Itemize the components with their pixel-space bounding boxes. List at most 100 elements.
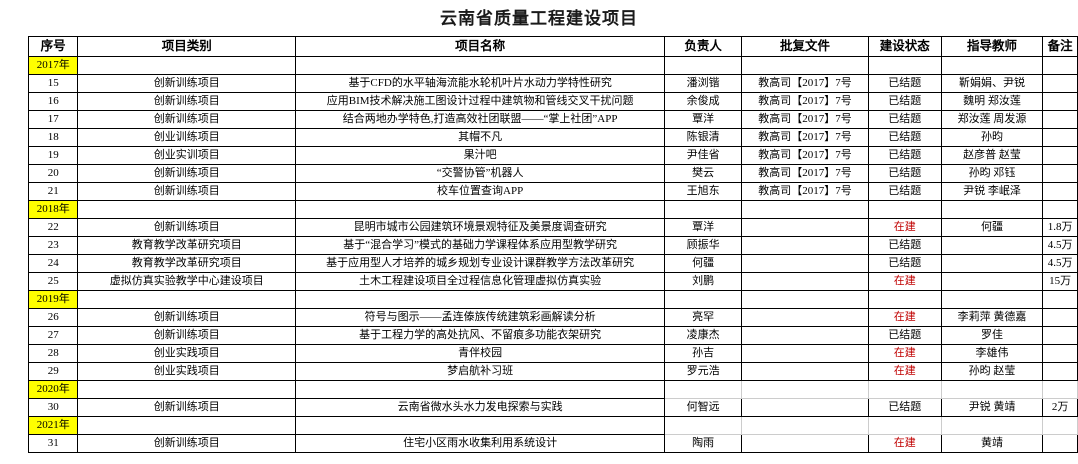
cell-doc[interactable]: [741, 236, 869, 255]
cell-name[interactable]: 基于应用型人才培养的城乡规划专业设计课群教学方法改革研究: [295, 254, 666, 273]
cell-seq[interactable]: 17: [27, 110, 79, 129]
cell-category[interactable]: 创新训练项目: [77, 434, 297, 453]
cell-teacher[interactable]: 孙昀 赵莹: [940, 362, 1044, 381]
status-badge[interactable]: 已结题: [867, 164, 942, 183]
cell-owner[interactable]: 陶雨: [664, 434, 743, 453]
cell-category[interactable]: 创业实践项目: [77, 344, 297, 363]
cell-note[interactable]: 4.5万: [1042, 236, 1078, 255]
cell-category[interactable]: 创新训练项目: [77, 92, 297, 111]
year-row-empty-cell[interactable]: [295, 200, 666, 219]
year-row-empty-cell[interactable]: [940, 380, 1044, 399]
year-row-empty-cell[interactable]: [741, 416, 869, 435]
cell-seq[interactable]: 19: [27, 146, 79, 165]
cell-note[interactable]: [1042, 344, 1078, 363]
cell-doc[interactable]: 教高司【2017】7号: [741, 182, 869, 201]
year-row-empty-cell[interactable]: [1042, 290, 1078, 309]
year-row-empty-cell[interactable]: [741, 380, 869, 399]
cell-owner[interactable]: 陈银清: [664, 128, 743, 147]
cell-doc[interactable]: [741, 344, 869, 363]
cell-teacher[interactable]: 郑汝莲 周发源: [940, 110, 1044, 129]
year-row-empty-cell[interactable]: [295, 380, 666, 399]
year-row-empty-cell[interactable]: [940, 56, 1044, 75]
cell-teacher[interactable]: 尹锐 李岷泽: [940, 182, 1044, 201]
cell-doc[interactable]: [741, 398, 869, 417]
cell-note[interactable]: 4.5万: [1042, 254, 1078, 273]
cell-name[interactable]: 校车位置查询APP: [295, 182, 666, 201]
cell-owner[interactable]: 凌康杰: [664, 326, 743, 345]
cell-doc[interactable]: [741, 272, 869, 291]
status-badge[interactable]: 在建: [867, 434, 942, 453]
cell-owner[interactable]: 覃洋: [664, 218, 743, 237]
cell-seq[interactable]: 18: [27, 128, 79, 147]
year-row-empty-cell[interactable]: [295, 56, 666, 75]
cell-owner[interactable]: 覃洋: [664, 110, 743, 129]
cell-seq[interactable]: 31: [27, 434, 79, 453]
cell-teacher[interactable]: 孙昀: [940, 128, 1044, 147]
year-label-cell[interactable]: 2017年: [27, 56, 79, 75]
year-label-cell[interactable]: 2019年: [27, 290, 79, 309]
cell-note[interactable]: 2万: [1042, 398, 1078, 417]
cell-teacher[interactable]: [940, 254, 1044, 273]
cell-category[interactable]: 创业实践项目: [77, 362, 297, 381]
year-label-cell[interactable]: 2020年: [27, 380, 79, 399]
cell-seq[interactable]: 25: [27, 272, 79, 291]
status-badge[interactable]: 已结题: [867, 236, 942, 255]
cell-teacher[interactable]: 魏明 郑汝莲: [940, 92, 1044, 111]
cell-seq[interactable]: 24: [27, 254, 79, 273]
status-badge[interactable]: 已结题: [867, 146, 942, 165]
status-badge[interactable]: 已结题: [867, 398, 942, 417]
year-row-empty-cell[interactable]: [77, 290, 297, 309]
year-row-empty-cell[interactable]: [664, 380, 743, 399]
cell-note[interactable]: [1042, 128, 1078, 147]
cell-seq[interactable]: 27: [27, 326, 79, 345]
cell-doc[interactable]: 教高司【2017】7号: [741, 92, 869, 111]
year-row-empty-cell[interactable]: [867, 200, 942, 219]
cell-category[interactable]: 创业实训项目: [77, 146, 297, 165]
cell-name[interactable]: 青伴校园: [295, 344, 666, 363]
cell-category[interactable]: 创新训练项目: [77, 218, 297, 237]
cell-teacher[interactable]: 李莉萍 黄德嘉: [940, 308, 1044, 327]
status-badge[interactable]: 已结题: [867, 92, 942, 111]
cell-category[interactable]: 虚拟仿真实验教学中心建设项目: [77, 272, 297, 291]
cell-name[interactable]: 应用BIM技术解决施工图设计过程中建筑物和管线交叉干扰问题: [295, 92, 666, 111]
cell-note[interactable]: [1042, 326, 1078, 345]
cell-seq[interactable]: 20: [27, 164, 79, 183]
status-badge[interactable]: 已结题: [867, 74, 942, 93]
status-badge[interactable]: 已结题: [867, 254, 942, 273]
year-row-empty-cell[interactable]: [77, 416, 297, 435]
cell-owner[interactable]: 顾振华: [664, 236, 743, 255]
cell-category[interactable]: 创新训练项目: [77, 110, 297, 129]
cell-doc[interactable]: [741, 254, 869, 273]
cell-name[interactable]: 住宅小区雨水收集利用系统设计: [295, 434, 666, 453]
cell-category[interactable]: 教育教学改革研究项目: [77, 254, 297, 273]
cell-seq[interactable]: 30: [27, 398, 79, 417]
cell-note[interactable]: 1.8万: [1042, 218, 1078, 237]
cell-doc[interactable]: [741, 308, 869, 327]
cell-doc[interactable]: 教高司【2017】7号: [741, 164, 869, 183]
cell-name[interactable]: 基于CFD的水平轴海流能水轮机叶片水动力学特性研究: [295, 74, 666, 93]
year-label-cell[interactable]: 2021年: [27, 416, 79, 435]
status-badge[interactable]: 已结题: [867, 182, 942, 201]
cell-seq[interactable]: 15: [27, 74, 79, 93]
cell-doc[interactable]: 教高司【2017】7号: [741, 128, 869, 147]
cell-name[interactable]: 梦启航补习班: [295, 362, 666, 381]
status-badge[interactable]: 在建: [867, 308, 942, 327]
cell-owner[interactable]: 余俊成: [664, 92, 743, 111]
cell-note[interactable]: [1042, 146, 1078, 165]
cell-note[interactable]: [1042, 164, 1078, 183]
status-badge[interactable]: 已结题: [867, 326, 942, 345]
year-row-empty-cell[interactable]: [741, 290, 869, 309]
status-badge[interactable]: 在建: [867, 218, 942, 237]
cell-category[interactable]: 创新训练项目: [77, 182, 297, 201]
cell-teacher[interactable]: 黄靖: [940, 434, 1044, 453]
cell-teacher[interactable]: [940, 272, 1044, 291]
cell-doc[interactable]: 教高司【2017】7号: [741, 110, 869, 129]
cell-doc[interactable]: 教高司【2017】7号: [741, 146, 869, 165]
cell-note[interactable]: [1042, 110, 1078, 129]
cell-name[interactable]: 其帽不凡: [295, 128, 666, 147]
year-row-empty-cell[interactable]: [664, 290, 743, 309]
cell-doc[interactable]: 教高司【2017】7号: [741, 74, 869, 93]
cell-teacher[interactable]: 李雄伟: [940, 344, 1044, 363]
cell-owner[interactable]: 何疆: [664, 254, 743, 273]
cell-owner[interactable]: 刘鹏: [664, 272, 743, 291]
